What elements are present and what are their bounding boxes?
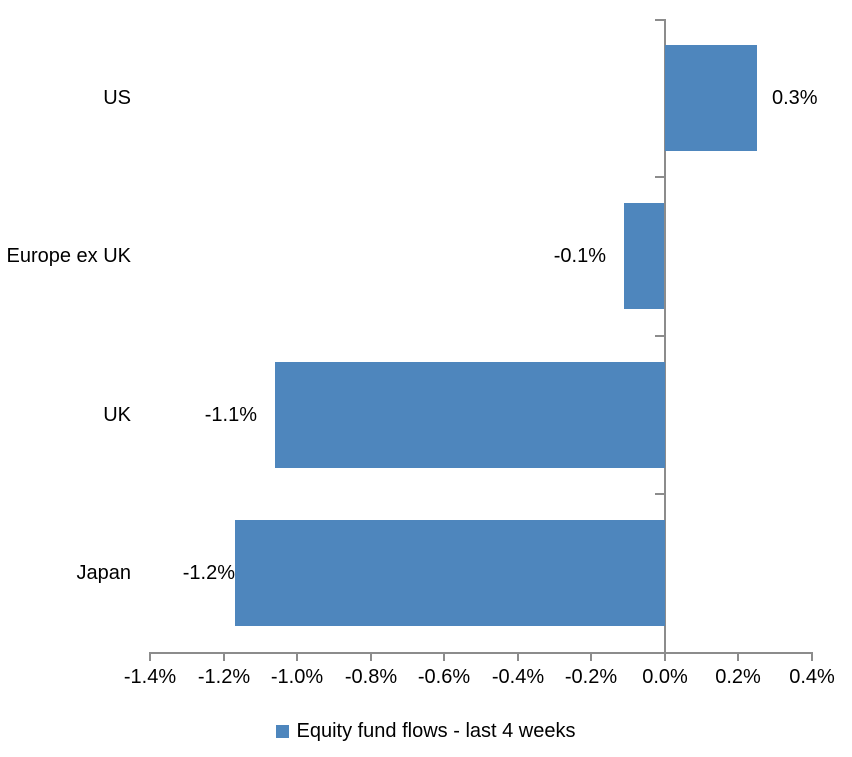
bar-us [665,45,757,151]
x-axis-tick-0-8 [370,652,372,661]
legend-square-icon [276,725,290,738]
category-label-us: US [103,87,131,109]
x-axis-tick-0-2 [737,652,739,661]
x-axis-tick-label-0-6: -0.6% [417,666,471,688]
data-label-japan: -1.2% [182,562,235,584]
zero-axis-line [664,19,666,654]
category-label-europe-ex-uk: Europe ex UK [6,245,131,267]
legend: Equity fund flows - last 4 weeks [0,719,852,744]
x-axis-tick-1-4 [149,652,151,661]
x-axis-tick-label-0-2: -0.2% [564,666,618,688]
x-axis-tick-0-4 [517,652,519,661]
x-axis-tick-label-0-0: 0.0% [642,666,688,688]
category-label-uk: UK [103,404,131,426]
x-axis-tick-label-1-0: -1.0% [270,666,324,688]
x-axis-tick-1-0 [296,652,298,661]
x-axis-tick-1-2 [223,652,225,661]
x-axis-tick-label-0-4: 0.4% [789,666,835,688]
data-label-europe-ex-uk: -0.1% [553,245,606,267]
category-label-japan: Japan [76,562,132,584]
x-axis-tick-label-0-8: -0.8% [344,666,398,688]
x-axis-tick-label-0-2: 0.2% [715,666,761,688]
legend-label: Equity fund flows - last 4 weeks [296,720,576,742]
category-boundary-tick [655,335,664,337]
data-label-uk: -1.1% [204,404,257,426]
x-axis-tick-label-1-2: -1.2% [197,666,251,688]
bar-europe-ex-uk [624,203,664,309]
x-axis-tick-0-6 [443,652,445,661]
bar-uk [275,362,665,468]
x-axis-tick-label-1-4: -1.4% [123,666,177,688]
bar-japan [235,520,665,626]
category-boundary-tick [655,493,664,495]
x-axis-tick-label-0-4: -0.4% [491,666,545,688]
x-axis-tick-0-2 [590,652,592,661]
x-axis-tick-0-0 [664,652,666,661]
category-boundary-tick [655,19,664,21]
data-label-us: 0.3% [772,87,818,109]
x-axis-tick-0-4 [811,652,813,661]
x-axis-line [149,652,813,654]
category-boundary-tick [655,176,664,178]
